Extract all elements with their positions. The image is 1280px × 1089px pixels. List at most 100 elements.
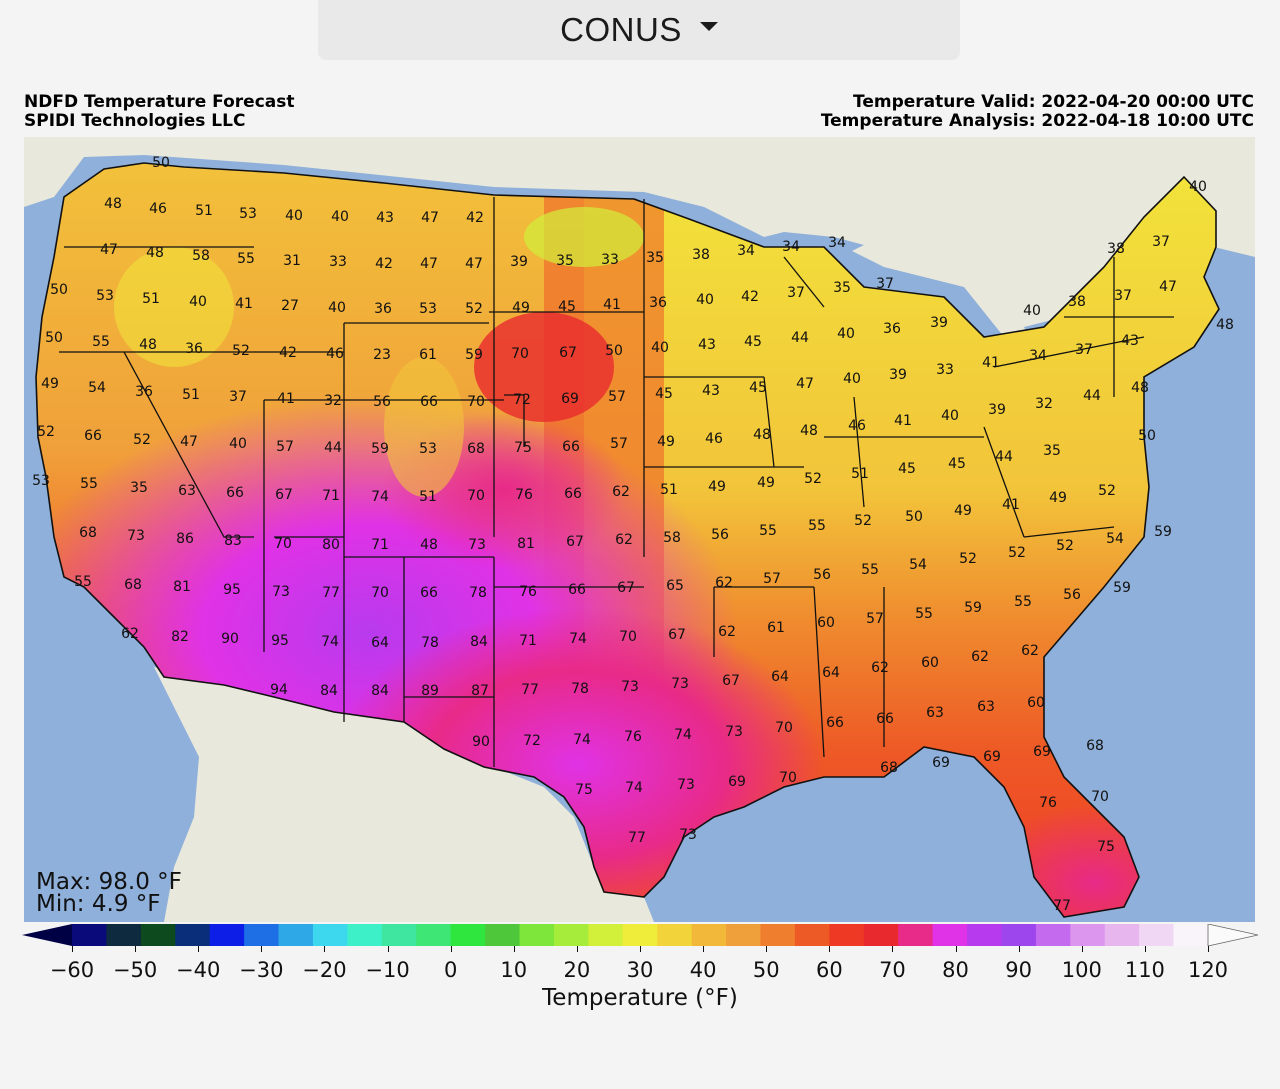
temp-label: 33	[936, 362, 954, 378]
colorbar-tick-label: 40	[689, 958, 717, 982]
temp-label: 68	[1086, 738, 1104, 754]
temp-label: 81	[173, 579, 191, 595]
temp-label: 83	[224, 533, 242, 549]
colorbar-under-arrow	[22, 924, 72, 946]
valid-time-line: Temperature Valid: 2022-04-20 00:00 UTC	[852, 92, 1254, 112]
temp-label: 23	[373, 347, 391, 363]
colorbar-swatch	[278, 924, 314, 946]
temp-label: 56	[373, 394, 391, 410]
temp-label: 67	[668, 627, 686, 643]
temp-label: 41	[1002, 497, 1020, 513]
temp-label: 70	[775, 720, 793, 736]
temp-label: 39	[930, 315, 948, 331]
temp-label: 46	[848, 418, 866, 434]
colorbar-tick-label: 30	[626, 958, 654, 982]
colorbar-tick-label: −60	[49, 958, 95, 982]
temp-label: 34	[782, 239, 800, 255]
temp-label: 71	[371, 537, 389, 553]
temp-label: 36	[135, 384, 153, 400]
colorbar-swatch	[1035, 924, 1071, 946]
temp-label: 44	[324, 440, 342, 456]
temp-label: 43	[376, 210, 394, 226]
temp-label: 84	[371, 683, 389, 699]
colorbar-tick-mark	[450, 946, 452, 952]
temp-label: 39	[510, 254, 528, 270]
colorbar-swatch	[1139, 924, 1175, 946]
colorbar-swatch	[760, 924, 796, 946]
colorbar-over-arrow	[1207, 924, 1258, 946]
colorbar-tick-label: 10	[500, 958, 528, 982]
temp-label: 52	[37, 424, 55, 440]
temp-label: 49	[512, 300, 530, 316]
temp-label: 49	[1049, 490, 1067, 506]
temp-label: 44	[995, 449, 1013, 465]
temp-label: 69	[1033, 744, 1051, 760]
temp-label: 33	[329, 254, 347, 270]
analysis-time-line: Temperature Analysis: 2022-04-18 10:00 U…	[820, 111, 1254, 131]
temp-label: 47	[465, 256, 483, 272]
temp-label: 64	[371, 635, 389, 651]
temp-label: 76	[1039, 795, 1057, 811]
temp-label: 53	[32, 473, 50, 489]
temp-label: 94	[270, 682, 288, 698]
temp-label: 62	[615, 532, 633, 548]
temp-label: 62	[718, 624, 736, 640]
temp-label: 70	[371, 585, 389, 601]
temp-label: 34	[828, 235, 846, 251]
colorbar-tick-label: −20	[302, 958, 347, 982]
temp-label: 68	[467, 441, 485, 457]
temp-label: 40	[189, 294, 207, 310]
temp-label: 52	[1056, 538, 1074, 554]
temp-label: 54	[88, 380, 106, 396]
temp-label: 60	[817, 615, 835, 631]
region-dropdown[interactable]: CONUS	[318, 0, 960, 60]
temp-label: 70	[511, 346, 529, 362]
colorbar-tick-mark	[261, 946, 263, 952]
temp-label: 59	[1113, 580, 1131, 596]
temp-label: 95	[271, 633, 289, 649]
temp-label: 95	[223, 582, 241, 598]
temp-label: 41	[235, 296, 253, 312]
colorbar-swatch	[1104, 924, 1140, 946]
temp-label: 37	[787, 285, 805, 301]
temp-label: 77	[521, 682, 539, 698]
temp-label: 71	[322, 488, 340, 504]
temp-label: 40	[285, 208, 303, 224]
temp-label: 66	[562, 439, 580, 455]
temp-label: 35	[833, 280, 851, 296]
temp-label: 72	[513, 392, 531, 408]
temp-label: 44	[1083, 388, 1101, 404]
temp-label: 39	[889, 367, 907, 383]
colorbar-swatch	[898, 924, 934, 946]
temp-label: 55	[861, 562, 879, 578]
temp-label: 69	[561, 391, 579, 407]
colorbar-tick-label: 80	[942, 958, 969, 982]
temp-label: 68	[79, 525, 97, 541]
temp-label: 87	[471, 683, 489, 699]
colorbar-tick-mark	[135, 946, 137, 952]
temp-label: 56	[813, 567, 831, 583]
temp-label: 47	[100, 242, 118, 258]
temp-label: 41	[603, 297, 621, 313]
colorbar-tick-mark	[1018, 946, 1020, 952]
temp-label: 39	[988, 402, 1006, 418]
colorbar-swatch	[450, 924, 486, 946]
colorbar-ticks: −60 −50 −40 −30 −20 −10 0 10 20 30 40 50 60 70 80 90 100…	[0, 946, 1280, 992]
temp-label: 59	[465, 347, 483, 363]
colorbar-tick-mark	[387, 946, 389, 952]
max-temp: Max: 98.0 °F	[36, 869, 182, 895]
temp-label: 78	[571, 681, 589, 697]
temp-label: 37	[229, 389, 247, 405]
temp-label: 40	[843, 371, 861, 387]
temp-label: 34	[737, 243, 755, 259]
temp-label: 73	[677, 777, 695, 793]
temp-label: 46	[705, 431, 723, 447]
temp-label: 52	[1098, 483, 1116, 499]
temp-label: 52	[959, 551, 977, 567]
temp-label: 76	[624, 729, 642, 745]
temp-label: 74	[674, 727, 692, 743]
temp-label: 52	[133, 432, 151, 448]
temp-label: 66	[876, 711, 894, 727]
temp-label: 35	[1043, 443, 1061, 459]
temp-label: 70	[1091, 789, 1109, 805]
